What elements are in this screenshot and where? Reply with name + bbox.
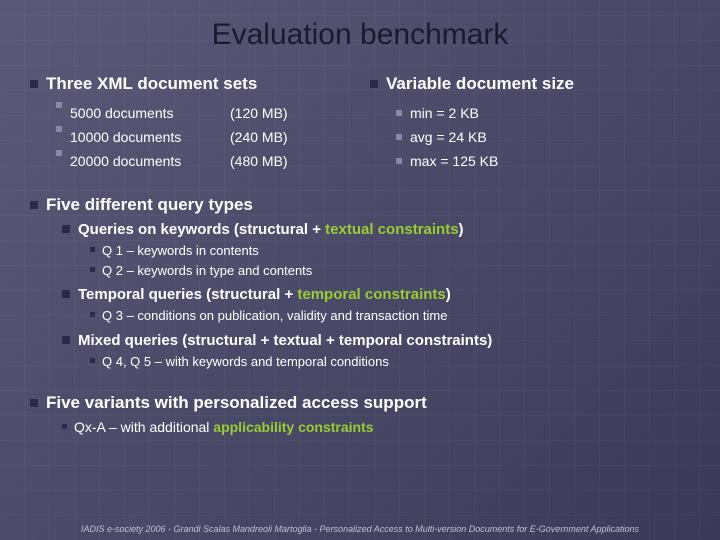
bullet-icon xyxy=(62,336,70,344)
bullet-icon xyxy=(62,290,70,298)
heading-text: Five different query types xyxy=(46,195,253,214)
doc-size: (240 MB) xyxy=(230,126,288,150)
query-item: Q 4, Q 5 – with keywords and temporal co… xyxy=(90,352,690,372)
query-item: Q 3 – conditions on publication, validit… xyxy=(90,306,690,326)
query-types-heading: Five different query types xyxy=(30,195,690,215)
slide-title: Evaluation benchmark xyxy=(30,18,690,52)
doc-set-row: 10000 documents(240 MB) xyxy=(56,126,350,150)
doc-set-row: 20000 documents(480 MB) xyxy=(56,150,350,174)
bullet-icon xyxy=(90,267,95,272)
bullet-icon xyxy=(396,110,402,116)
query-group-heading: Mixed queries (structural + textual + te… xyxy=(62,332,690,349)
group-post: ) xyxy=(446,286,451,303)
bullet-icon xyxy=(56,150,62,156)
doc-count: 20000 documents xyxy=(70,150,230,174)
variant-item: Qx-A – with additional applicability con… xyxy=(62,419,690,435)
item-text: Q 4, Q 5 – with keywords and temporal co… xyxy=(102,354,389,369)
bullet-icon xyxy=(90,358,95,363)
size-text: min = 2 KB xyxy=(410,105,479,121)
right-heading-text: Variable document size xyxy=(386,74,574,93)
size-text: max = 125 KB xyxy=(410,153,498,169)
bullet-icon xyxy=(396,134,402,140)
size-text: avg = 24 KB xyxy=(410,129,487,145)
group-post: ) xyxy=(459,221,464,238)
item-text: Q 2 – keywords in type and contents xyxy=(102,263,312,278)
bullet-icon xyxy=(56,102,62,108)
left-heading: Three XML document sets xyxy=(30,74,350,94)
variant-accent: applicability constraints xyxy=(213,419,373,435)
bullet-icon xyxy=(396,158,402,164)
group-accent: textual constraints xyxy=(325,221,458,238)
query-item: Q 1 – keywords in contents xyxy=(90,241,690,261)
right-column: Variable document size min = 2 KB avg = … xyxy=(370,74,690,173)
group-pre: Temporal queries (structural + xyxy=(78,286,297,303)
bullet-icon xyxy=(62,424,67,429)
query-item: Q 2 – keywords in type and contents xyxy=(90,261,690,281)
doc-size: (120 MB) xyxy=(230,102,288,126)
query-group-heading: Queries on keywords (structural + textua… xyxy=(62,221,690,238)
query-group-heading: Temporal queries (structural + temporal … xyxy=(62,286,690,303)
bullet-icon xyxy=(56,126,62,132)
size-row: max = 125 KB xyxy=(396,150,690,174)
doc-set-row: 5000 documents(120 MB) xyxy=(56,102,350,126)
slide: Evaluation benchmark Three XML document … xyxy=(0,0,720,540)
bullet-icon xyxy=(30,201,38,209)
size-row: min = 2 KB xyxy=(396,102,690,126)
left-heading-text: Three XML document sets xyxy=(46,74,257,93)
bullet-icon xyxy=(90,247,95,252)
variant-pre: Qx-A – with additional xyxy=(74,419,213,435)
left-column: Three XML document sets 5000 documents(1… xyxy=(30,74,350,173)
bullet-icon xyxy=(30,399,38,407)
bullet-icon xyxy=(30,80,38,88)
bullet-icon xyxy=(370,80,378,88)
bullet-icon xyxy=(62,225,70,233)
item-text: Q 1 – keywords in contents xyxy=(102,243,259,258)
doc-count: 5000 documents xyxy=(70,102,230,126)
item-text: Q 3 – conditions on publication, validit… xyxy=(102,308,447,323)
variants-section: Five variants with personalized access s… xyxy=(30,393,690,435)
heading-text: Five variants with personalized access s… xyxy=(46,393,427,412)
group-accent: temporal constraints xyxy=(297,286,445,303)
variants-heading: Five variants with personalized access s… xyxy=(30,393,690,413)
bullet-icon xyxy=(90,312,95,317)
group-pre: Queries on keywords (structural + xyxy=(78,221,325,238)
size-row: avg = 24 KB xyxy=(396,126,690,150)
footer: IADIS e-society 2006 - Grandi Scalas Man… xyxy=(0,524,720,534)
doc-count: 10000 documents xyxy=(70,126,230,150)
two-columns: Three XML document sets 5000 documents(1… xyxy=(30,74,690,173)
doc-size: (480 MB) xyxy=(230,150,288,174)
right-heading: Variable document size xyxy=(370,74,690,94)
group-pre: Mixed queries (structural + textual + te… xyxy=(78,332,492,349)
query-types-section: Five different query types Queries on ke… xyxy=(30,195,690,371)
